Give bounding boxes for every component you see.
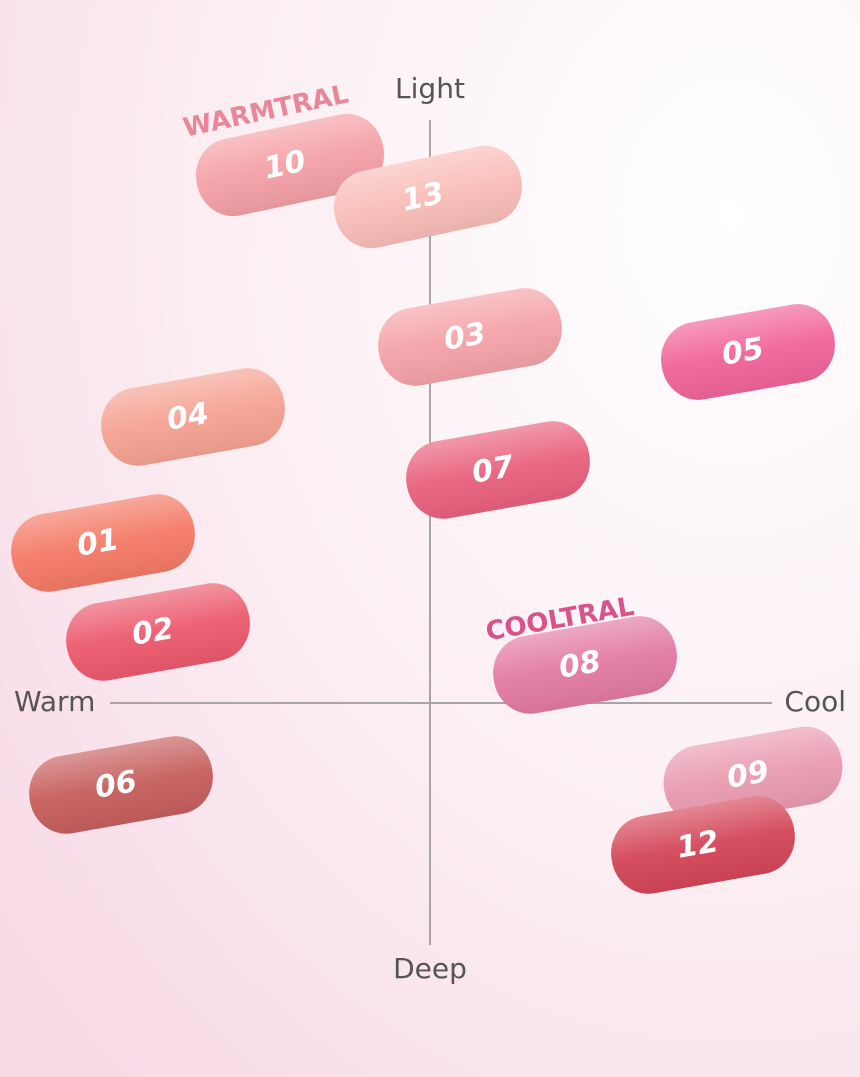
shade-number: 03 [441,316,488,358]
swatch: 12 [611,796,795,894]
swatch: 08 [493,616,677,714]
swatch-shine [11,494,195,592]
swatch: 09 [663,726,843,824]
swatch-shine [661,304,835,400]
shade-number: 06 [92,764,139,806]
shade-number: 05 [719,331,766,373]
shade-number: 04 [164,396,211,438]
swatch-shine [406,421,590,519]
swatch-shine [333,145,523,249]
axis-label-deep: Deep [393,952,467,985]
shade-number: 13 [399,176,447,219]
swatch-shine [101,368,285,466]
swatch: 10 [195,113,385,217]
shade-number: 02 [129,611,176,653]
swatch: 07 [406,421,590,519]
swatch-shine [663,726,843,824]
swatch-shine [378,288,562,386]
shade-number: 10 [261,144,309,187]
swatch-shine [66,583,250,681]
swatch: 02 [66,583,250,681]
swatch: 13 [333,145,523,249]
swatch: 01 [11,494,195,592]
swatch-shine [29,736,213,834]
swatch: 03 [378,288,562,386]
axis-label-light: Light [395,72,465,105]
swatch-shine [493,616,677,714]
swatch: 06 [29,736,213,834]
swatch-shine [195,113,385,217]
swatch: 05 [661,304,835,400]
swatch: 04 [101,368,285,466]
axis-label-cool: Cool [784,685,846,718]
shade-number: 01 [74,522,121,564]
shade-number: 08 [556,644,603,686]
swatch-shine [611,796,795,894]
shade-number: 07 [469,449,516,491]
axis-label-warm: Warm [14,685,95,718]
shade-number: 09 [724,754,771,796]
shade-number: 12 [674,824,721,866]
